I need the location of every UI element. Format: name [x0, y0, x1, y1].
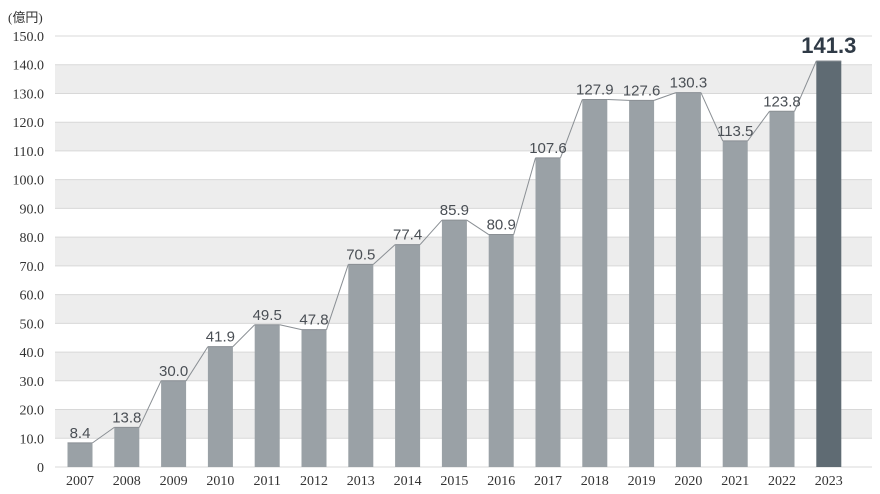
connector-segment — [279, 324, 302, 331]
y-tick-label: 80.0 — [20, 231, 45, 246]
value-label: 8.4 — [70, 425, 91, 442]
bar — [207, 346, 233, 467]
x-tick-label: 2010 — [206, 474, 234, 489]
x-tick-label: 2013 — [347, 474, 375, 489]
bars — [67, 60, 842, 468]
bar — [675, 92, 701, 467]
x-tick-label: 2019 — [628, 474, 656, 489]
grid-band — [55, 64, 872, 94]
x-tick-label: 2020 — [674, 474, 702, 489]
connector-segment — [747, 110, 770, 142]
y-tick-label: 100.0 — [13, 174, 45, 189]
x-axis-ticks: 2007 2008 2009 2010 2011 2012 2013 2014 2015 2016… — [66, 474, 843, 489]
value-label: 30.0 — [159, 363, 188, 380]
value-label: 107.6 — [529, 140, 567, 157]
x-tick-label: 2015 — [440, 474, 468, 489]
x-tick-label: 2023 — [815, 474, 843, 489]
bar — [254, 324, 280, 467]
x-tick-label: 2022 — [768, 474, 796, 489]
y-tick-label: 30.0 — [20, 375, 45, 390]
y-tick-label: 60.0 — [20, 289, 45, 304]
connector-segment — [92, 426, 115, 444]
connector-segment — [653, 92, 677, 101]
bar — [488, 234, 514, 467]
bar — [582, 99, 608, 467]
value-label: 85.9 — [440, 202, 469, 219]
y-axis-ticks: 0 10.0 20.0 30.0 40.0 50.0 60.0 70.0 80.0 90.0 100… — [13, 30, 45, 476]
bar — [441, 220, 467, 467]
bar — [629, 100, 655, 467]
value-label: 127.6 — [623, 82, 661, 99]
connector-segment — [607, 99, 630, 101]
bar — [301, 329, 327, 467]
connector-segment — [326, 264, 349, 330]
x-tick-label: 2009 — [160, 474, 188, 489]
y-tick-label: 10.0 — [20, 432, 45, 447]
value-label: 113.5 — [717, 123, 753, 140]
x-tick-label: 2012 — [300, 474, 328, 489]
bar — [348, 264, 374, 467]
value-label: 49.5 — [253, 307, 282, 324]
connector-segment — [232, 324, 256, 347]
y-tick-label: 120.0 — [13, 116, 45, 131]
connector-segment — [419, 219, 443, 245]
x-tick-label: 2007 — [66, 474, 94, 489]
connector-segment — [466, 219, 489, 235]
bar — [161, 380, 187, 467]
y-unit-label: (億円) — [8, 10, 43, 25]
x-tick-label: 2021 — [721, 474, 749, 489]
connector-segment — [372, 244, 396, 265]
x-tick-label: 2008 — [113, 474, 141, 489]
y-tick-label: 150.0 — [13, 30, 45, 45]
x-tick-label: 2018 — [581, 474, 609, 489]
x-tick-label: 2011 — [253, 474, 280, 489]
x-tick-label: 2014 — [394, 474, 422, 489]
connector-segment — [700, 92, 724, 142]
y-tick-label: 110.0 — [13, 145, 44, 160]
y-tick-label: 0 — [37, 461, 44, 476]
value-label: 41.9 — [206, 329, 235, 346]
bar — [395, 244, 421, 467]
y-tick-label: 70.0 — [20, 260, 45, 275]
connector-segment — [560, 99, 583, 159]
value-labels: 8.4 13.8 30.0 41.9 49.5 47.8 70.5 77.4 85.9 80.9 1… — [70, 33, 857, 442]
connector-segment — [138, 380, 162, 428]
x-tick-label: 2017 — [534, 474, 562, 489]
connector-segment — [513, 157, 536, 235]
bar — [67, 442, 93, 467]
value-label: 123.8 — [763, 93, 801, 110]
value-label: 127.9 — [576, 82, 614, 99]
value-label: 70.5 — [346, 246, 375, 263]
connector-segment — [794, 60, 817, 112]
value-label: 130.3 — [670, 75, 708, 92]
bar — [114, 427, 140, 467]
y-tick-label: 40.0 — [20, 346, 45, 361]
bar — [722, 140, 748, 468]
bar — [816, 60, 842, 468]
y-tick-label: 140.0 — [13, 59, 45, 74]
value-label: 13.8 — [112, 409, 141, 426]
y-tick-label: 90.0 — [20, 202, 45, 217]
value-label: 47.8 — [299, 312, 328, 329]
value-label-highlight: 141.3 — [801, 33, 856, 58]
x-tick-label: 2016 — [487, 474, 515, 489]
connector-line — [67, 60, 842, 444]
value-label: 77.4 — [393, 227, 422, 244]
y-tick-label: 20.0 — [20, 404, 45, 419]
y-tick-label: 130.0 — [13, 87, 45, 102]
value-label: 80.9 — [487, 217, 516, 234]
y-tick-label: 50.0 — [20, 317, 45, 332]
bar — [535, 157, 561, 467]
connector-segment — [185, 346, 209, 382]
bar — [769, 111, 795, 467]
